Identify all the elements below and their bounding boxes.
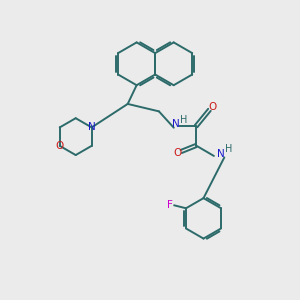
Text: H: H (180, 115, 187, 125)
Text: F: F (167, 200, 172, 210)
Text: N: N (88, 122, 96, 132)
Text: N: N (172, 118, 180, 128)
Text: H: H (225, 144, 232, 154)
Text: O: O (55, 141, 63, 152)
Text: N: N (217, 149, 224, 159)
Text: O: O (208, 103, 217, 112)
Text: O: O (173, 148, 182, 158)
